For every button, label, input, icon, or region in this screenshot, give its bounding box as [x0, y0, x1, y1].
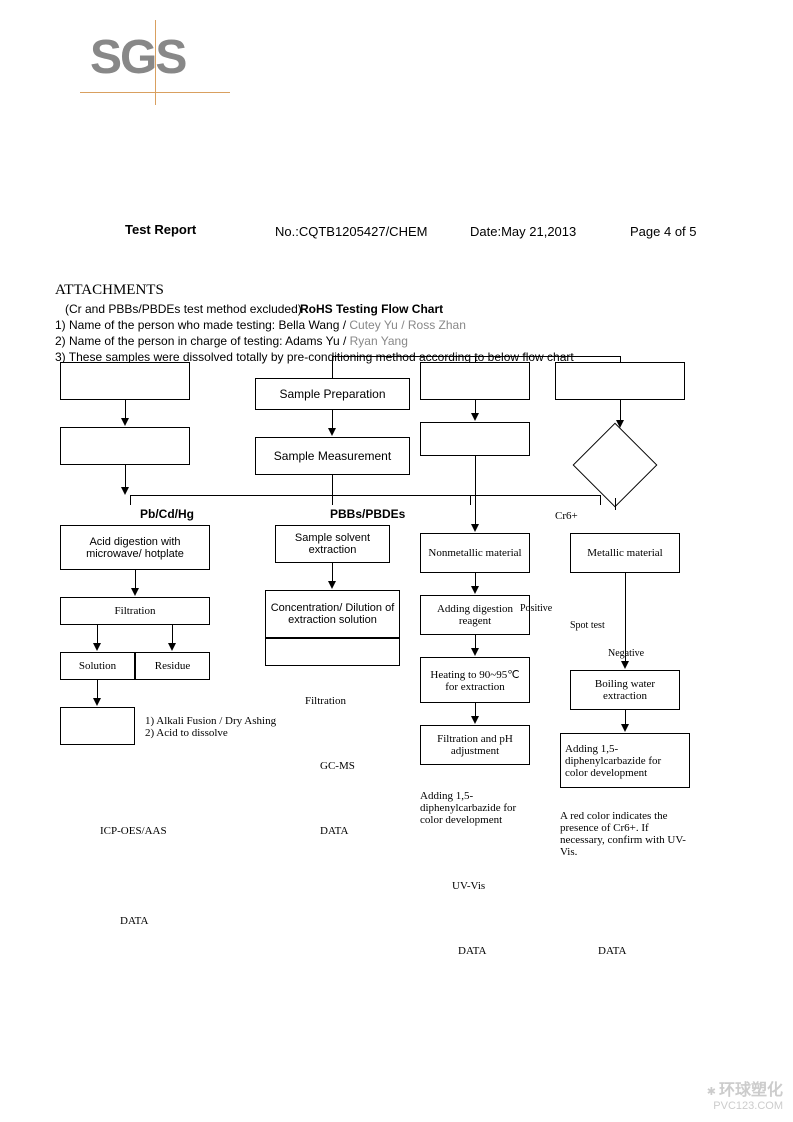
- arrow-a2: [125, 465, 126, 489]
- label-positive: Positive: [520, 603, 552, 614]
- label-adding-diph: Adding 1,5-diphenylcarbazide for color d…: [420, 790, 540, 826]
- label-alkali: 1) Alkali Fusion / Dry Ashing 2) Acid to…: [145, 715, 285, 739]
- box-c2: [420, 422, 530, 456]
- branch-drop-a: [130, 495, 131, 505]
- arrowhead-d3: [621, 724, 629, 732]
- box-sample-meas: Sample Measurement: [255, 437, 410, 475]
- arrowhead-c4: [471, 648, 479, 656]
- watermark: ✱ 环球塑化 PVC123.COM: [707, 1076, 783, 1112]
- arrowhead-c1: [471, 413, 479, 421]
- label-negative: Negative: [608, 648, 644, 659]
- branch-stem: [332, 475, 333, 495]
- box-adding-diph2: Adding 1,5-diphenylcarbazide for color d…: [560, 733, 690, 788]
- box-residue: Residue: [135, 652, 210, 680]
- arrow-a4l: [97, 625, 98, 645]
- label-pbbs: PBBs/PBDEs: [330, 507, 405, 521]
- arrow-a1: [125, 400, 126, 420]
- arrowhead-c2: [471, 524, 479, 532]
- box-sample-solvent: Sample solvent extraction: [275, 525, 390, 563]
- box-adding-dig: Adding digestion reagent: [420, 595, 530, 635]
- top-branch: [332, 356, 620, 357]
- label-data-d: DATA: [598, 945, 626, 957]
- arrowhead-a5l: [93, 698, 101, 706]
- arrow-a4r: [172, 625, 173, 645]
- arrowhead-a1: [121, 418, 129, 426]
- arrowhead-d2: [621, 661, 629, 669]
- arrowhead-a2: [121, 487, 129, 495]
- label-spottest: Spot test: [570, 620, 605, 631]
- box-heating: Heating to 90~95℃ for extraction: [420, 657, 530, 703]
- watermark-icon: ✱: [707, 1086, 716, 1098]
- arrow-b2: [332, 563, 333, 583]
- box-b-blank: [265, 638, 400, 666]
- label-data-b: DATA: [320, 825, 348, 837]
- box-metallic: Metallic material: [570, 533, 680, 573]
- box-acid: Acid digestion with microwave/ hotplate: [60, 525, 210, 570]
- top-stem: [332, 356, 333, 378]
- box-solution: Solution: [60, 652, 135, 680]
- box-conc: Concentration/ Dilution of extraction so…: [265, 590, 400, 638]
- branch-drop-c: [470, 495, 471, 505]
- arrow-diamond-down: [615, 498, 616, 510]
- arrowhead-a4l: [93, 643, 101, 651]
- box-filt-ph: Filtration and pH adjustment: [420, 725, 530, 765]
- box-d1: [555, 362, 685, 400]
- label-data-c: DATA: [458, 945, 486, 957]
- arrow-b1: [332, 410, 333, 430]
- box-sample-prep: Sample Preparation: [255, 378, 410, 410]
- arrow-d2: [625, 573, 626, 663]
- arrowhead-b2: [328, 581, 336, 589]
- box-nonmetallic: Nonmetallic material: [420, 533, 530, 573]
- box-a1: [60, 362, 190, 400]
- watermark-url: PVC123.COM: [713, 1100, 783, 1112]
- box-boiling: Boiling water extraction: [570, 670, 680, 710]
- arrowhead-a4r: [168, 643, 176, 651]
- flow-chart: Pb/Cd/Hg Acid digestion with microwave/ …: [0, 0, 793, 1122]
- arrow-a3: [135, 570, 136, 590]
- watermark-brand: 环球塑化: [719, 1082, 783, 1099]
- label-uvvis: UV-Vis: [452, 880, 485, 892]
- top-drop-c: [475, 356, 476, 362]
- label-redcolor: A red color indicates the presence of Cr…: [560, 810, 695, 858]
- box-filtration-a: Filtration: [60, 597, 210, 625]
- arrowhead-c3: [471, 586, 479, 594]
- arrowhead-a3: [131, 588, 139, 596]
- label-filtration-b: Filtration: [305, 695, 346, 707]
- arrow-d1: [620, 400, 621, 422]
- box-a6: [60, 707, 135, 745]
- arrow-a5l: [97, 680, 98, 700]
- arrowhead-c5: [471, 716, 479, 724]
- top-drop-d: [620, 356, 621, 362]
- branch-drop-d: [600, 495, 601, 505]
- arrowhead-b1: [328, 428, 336, 436]
- box-a2: [60, 427, 190, 465]
- box-c1: [420, 362, 530, 400]
- label-pbcdhg: Pb/Cd/Hg: [140, 507, 194, 521]
- branch-drop-b: [332, 495, 333, 505]
- label-gcms: GC-MS: [320, 760, 355, 772]
- arrow-c2: [475, 456, 476, 526]
- branch-line: [130, 495, 600, 496]
- label-data-a: DATA: [120, 915, 148, 927]
- label-icp: ICP-OES/AAS: [100, 825, 167, 837]
- label-cr6: Cr6+: [555, 510, 578, 522]
